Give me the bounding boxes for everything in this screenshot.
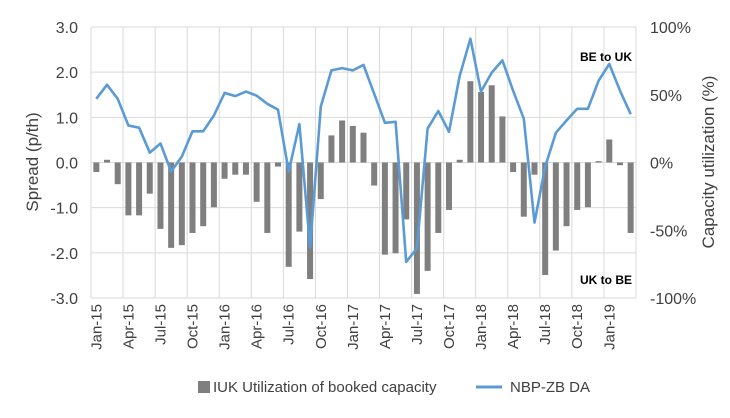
x-tick-label: Jul-16 xyxy=(281,304,298,345)
annotation-be-to-uk: BE to UK xyxy=(580,50,632,64)
right-tick-label: -50% xyxy=(650,223,687,240)
x-tick-label: Jan-15 xyxy=(88,304,105,350)
bar xyxy=(467,81,473,162)
right-tick-label: 0% xyxy=(650,156,673,173)
bar xyxy=(478,92,484,162)
left-tick-label: -3.0 xyxy=(50,291,78,308)
bar xyxy=(510,163,516,172)
bar xyxy=(318,163,324,200)
bar xyxy=(115,163,121,185)
bar xyxy=(264,163,270,233)
legend-bar-swatch xyxy=(198,381,210,393)
x-tick-label: Jan-19 xyxy=(601,304,618,350)
bar xyxy=(521,163,527,217)
bar xyxy=(628,163,634,233)
x-tick-label: Apr-15 xyxy=(120,304,137,349)
x-tick-label: Oct-17 xyxy=(441,304,458,349)
left-tick-label: -2.0 xyxy=(50,246,78,263)
bar xyxy=(617,163,623,166)
bar xyxy=(254,163,260,202)
bar xyxy=(125,163,131,216)
bar xyxy=(275,163,281,167)
bar xyxy=(168,163,174,248)
bar xyxy=(553,163,559,251)
bar xyxy=(499,116,505,162)
bar xyxy=(93,163,99,172)
bar xyxy=(596,161,602,162)
bar xyxy=(200,163,206,227)
bar xyxy=(435,163,441,233)
bar xyxy=(446,163,452,210)
bar xyxy=(222,163,228,179)
x-tick-label: Jan-18 xyxy=(473,304,490,350)
bar xyxy=(157,163,163,229)
left-tick-label: 3.0 xyxy=(56,20,78,37)
bar xyxy=(585,163,591,208)
x-tick-label: Jan-16 xyxy=(217,304,234,350)
bar xyxy=(104,160,110,163)
bar xyxy=(371,163,377,186)
legend-line-label: NBP-ZB DA xyxy=(510,379,590,396)
bar xyxy=(393,163,399,254)
bar xyxy=(232,163,238,175)
x-tick-label: Oct-15 xyxy=(185,304,202,349)
x-tick-label: Jul-15 xyxy=(152,304,169,345)
x-tick-label: Jan-17 xyxy=(345,304,362,350)
x-tick-label: Jul-18 xyxy=(537,304,554,345)
bar xyxy=(243,163,249,175)
bar xyxy=(190,163,196,233)
bar xyxy=(574,163,580,210)
left-tick-label: 0.0 xyxy=(56,156,78,173)
bar xyxy=(286,163,292,267)
bar xyxy=(531,163,537,175)
left-tick-label: 2.0 xyxy=(56,65,78,82)
bar xyxy=(425,163,431,271)
annotation-uk-to-be: UK to BE xyxy=(580,273,632,287)
bar xyxy=(564,163,570,227)
bar xyxy=(339,120,345,162)
bar xyxy=(328,135,334,162)
x-axis-ticks: Jan-15 Apr-15 Jul-15 Oct-15 Jan-16 Apr-16 Jul-… xyxy=(88,304,618,350)
bar xyxy=(211,163,217,208)
legend: IUK Utilization of booked capacity NBP-Z… xyxy=(198,379,590,396)
bar xyxy=(457,160,463,163)
bar xyxy=(489,85,495,162)
left-axis-title: Spread (p/th) xyxy=(23,112,42,211)
bar xyxy=(350,126,356,163)
bar xyxy=(147,163,153,194)
bar xyxy=(179,163,185,246)
right-tick-label: -100% xyxy=(650,291,696,308)
x-tick-label: Oct-16 xyxy=(313,304,330,349)
bar xyxy=(361,133,367,163)
right-axis-ticks: 100% 50% 0% -50% -100% xyxy=(650,20,696,308)
bar-series xyxy=(93,81,633,294)
legend-bar-label: IUK Utilization of booked capacity xyxy=(213,379,437,396)
x-tick-label: Apr-16 xyxy=(249,304,266,349)
bar xyxy=(606,139,612,162)
x-tick-label: Jul-17 xyxy=(409,304,426,345)
x-tick-label: Apr-17 xyxy=(377,304,394,349)
x-tick-label: Apr-18 xyxy=(505,304,522,349)
bar xyxy=(403,163,409,220)
right-tick-label: 100% xyxy=(650,20,691,37)
left-tick-label: 1.0 xyxy=(56,110,78,127)
bar xyxy=(296,163,302,232)
right-tick-label: 50% xyxy=(650,88,682,105)
left-axis-ticks: 3.0 2.0 1.0 0.0 -1.0 -2.0 -3.0 xyxy=(50,20,78,308)
right-axis-title: Capacity utilization (%) xyxy=(699,76,718,249)
left-tick-label: -1.0 xyxy=(50,201,78,218)
x-tick-label: Oct-18 xyxy=(569,304,586,349)
bar xyxy=(136,163,142,216)
bar xyxy=(382,163,388,255)
